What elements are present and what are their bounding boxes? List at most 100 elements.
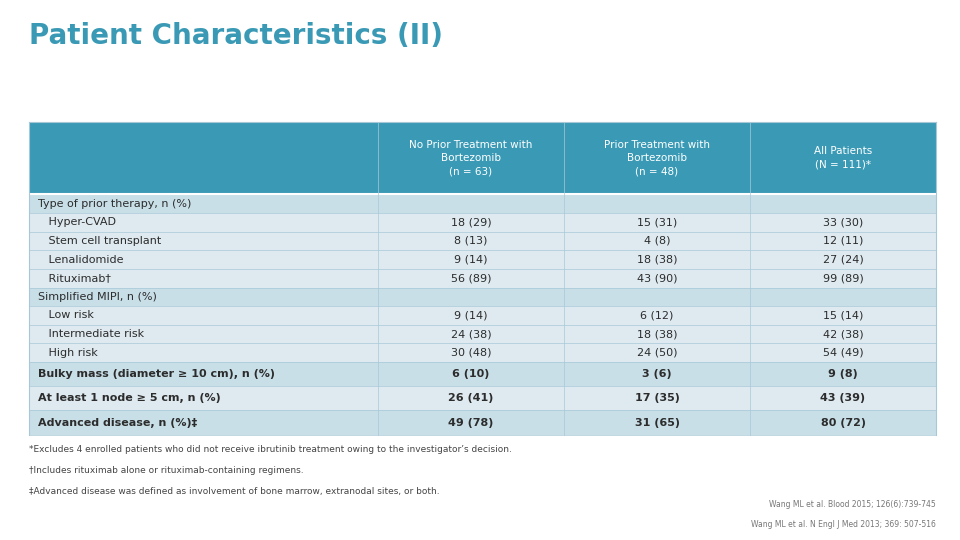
Text: Prior Treatment with
Bortezomib
(n = 48): Prior Treatment with Bortezomib (n = 48) — [604, 140, 710, 176]
FancyBboxPatch shape — [29, 213, 378, 232]
Text: High risk: High risk — [38, 348, 98, 357]
FancyBboxPatch shape — [378, 306, 564, 325]
Text: 18 (38): 18 (38) — [636, 254, 678, 265]
Text: 43 (39): 43 (39) — [821, 393, 866, 403]
Text: 24 (50): 24 (50) — [636, 348, 678, 357]
FancyBboxPatch shape — [750, 194, 936, 213]
Text: Patient Characteristics (II): Patient Characteristics (II) — [29, 22, 443, 50]
Text: Low risk: Low risk — [38, 310, 94, 320]
FancyBboxPatch shape — [29, 287, 378, 306]
FancyBboxPatch shape — [750, 269, 936, 287]
FancyBboxPatch shape — [378, 122, 564, 194]
FancyBboxPatch shape — [750, 122, 936, 194]
FancyBboxPatch shape — [564, 287, 750, 306]
FancyBboxPatch shape — [29, 325, 378, 343]
FancyBboxPatch shape — [564, 269, 750, 287]
FancyBboxPatch shape — [564, 122, 750, 194]
Text: 6 (10): 6 (10) — [452, 369, 490, 379]
Text: No Prior Treatment with
Bortezomib
(n = 63): No Prior Treatment with Bortezomib (n = … — [409, 140, 533, 176]
Text: Bulky mass (diameter ≥ 10 cm), n (%): Bulky mass (diameter ≥ 10 cm), n (%) — [38, 369, 276, 379]
FancyBboxPatch shape — [378, 325, 564, 343]
FancyBboxPatch shape — [378, 287, 564, 306]
FancyBboxPatch shape — [378, 250, 564, 269]
FancyBboxPatch shape — [750, 306, 936, 325]
Text: Intermediate risk: Intermediate risk — [38, 329, 145, 339]
Text: †Includes rituximab alone or rituximab-containing regimens.: †Includes rituximab alone or rituximab-c… — [29, 466, 303, 475]
FancyBboxPatch shape — [750, 410, 936, 435]
FancyBboxPatch shape — [29, 194, 378, 213]
Text: All Patients
(N = 111)*: All Patients (N = 111)* — [814, 146, 872, 170]
FancyBboxPatch shape — [564, 325, 750, 343]
FancyBboxPatch shape — [29, 410, 378, 435]
Text: 9 (14): 9 (14) — [454, 310, 488, 320]
FancyBboxPatch shape — [378, 386, 564, 410]
Text: 12 (11): 12 (11) — [823, 236, 863, 246]
Text: 24 (38): 24 (38) — [451, 329, 492, 339]
Text: 18 (29): 18 (29) — [451, 217, 492, 227]
FancyBboxPatch shape — [564, 343, 750, 362]
FancyBboxPatch shape — [378, 232, 564, 250]
Text: 17 (35): 17 (35) — [635, 393, 680, 403]
Text: Lenalidomide: Lenalidomide — [38, 254, 124, 265]
FancyBboxPatch shape — [29, 362, 378, 386]
Text: 49 (78): 49 (78) — [448, 417, 493, 428]
FancyBboxPatch shape — [564, 250, 750, 269]
FancyBboxPatch shape — [564, 194, 750, 213]
FancyBboxPatch shape — [750, 287, 936, 306]
Text: 80 (72): 80 (72) — [821, 417, 866, 428]
Text: Rituximab†: Rituximab† — [38, 273, 111, 283]
FancyBboxPatch shape — [378, 194, 564, 213]
Text: 42 (38): 42 (38) — [823, 329, 863, 339]
FancyBboxPatch shape — [750, 343, 936, 362]
FancyBboxPatch shape — [750, 325, 936, 343]
FancyBboxPatch shape — [750, 232, 936, 250]
Text: Advanced disease, n (%)‡: Advanced disease, n (%)‡ — [38, 417, 198, 428]
Text: 56 (89): 56 (89) — [451, 273, 492, 283]
Text: 99 (89): 99 (89) — [823, 273, 863, 283]
FancyBboxPatch shape — [378, 410, 564, 435]
Text: ‡Advanced disease was defined as involvement of bone marrow, extranodal sites, o: ‡Advanced disease was defined as involve… — [29, 487, 440, 496]
Text: 30 (48): 30 (48) — [451, 348, 492, 357]
Text: 9 (8): 9 (8) — [828, 369, 858, 379]
FancyBboxPatch shape — [750, 386, 936, 410]
FancyBboxPatch shape — [29, 306, 378, 325]
Text: Wang ML et al. N Engl J Med 2013; 369: 507-516: Wang ML et al. N Engl J Med 2013; 369: 5… — [751, 520, 936, 529]
Text: 27 (24): 27 (24) — [823, 254, 863, 265]
FancyBboxPatch shape — [750, 213, 936, 232]
FancyBboxPatch shape — [29, 250, 378, 269]
Text: 18 (38): 18 (38) — [636, 329, 678, 339]
FancyBboxPatch shape — [29, 232, 378, 250]
Text: Stem cell transplant: Stem cell transplant — [38, 236, 161, 246]
Text: At least 1 node ≥ 5 cm, n (%): At least 1 node ≥ 5 cm, n (%) — [38, 393, 221, 403]
FancyBboxPatch shape — [378, 343, 564, 362]
FancyBboxPatch shape — [378, 213, 564, 232]
Text: 8 (13): 8 (13) — [454, 236, 488, 246]
FancyBboxPatch shape — [564, 410, 750, 435]
Text: Hyper-CVAD: Hyper-CVAD — [38, 217, 116, 227]
Text: 54 (49): 54 (49) — [823, 348, 863, 357]
FancyBboxPatch shape — [29, 343, 378, 362]
FancyBboxPatch shape — [564, 362, 750, 386]
Text: 26 (41): 26 (41) — [448, 393, 493, 403]
FancyBboxPatch shape — [564, 232, 750, 250]
FancyBboxPatch shape — [564, 386, 750, 410]
Text: *Excludes 4 enrolled patients who did not receive ibrutinib treatment owing to t: *Excludes 4 enrolled patients who did no… — [29, 446, 512, 455]
Text: Wang ML et al. Blood 2015; 126(6):739-745: Wang ML et al. Blood 2015; 126(6):739-74… — [769, 500, 936, 509]
FancyBboxPatch shape — [750, 362, 936, 386]
Text: 33 (30): 33 (30) — [823, 217, 863, 227]
FancyBboxPatch shape — [378, 269, 564, 287]
FancyBboxPatch shape — [29, 269, 378, 287]
FancyBboxPatch shape — [378, 362, 564, 386]
Text: Type of prior therapy, n (%): Type of prior therapy, n (%) — [38, 199, 192, 209]
Text: 4 (8): 4 (8) — [644, 236, 670, 246]
FancyBboxPatch shape — [564, 213, 750, 232]
FancyBboxPatch shape — [564, 306, 750, 325]
FancyBboxPatch shape — [29, 386, 378, 410]
Text: 3 (6): 3 (6) — [642, 369, 672, 379]
FancyBboxPatch shape — [750, 250, 936, 269]
Text: 15 (31): 15 (31) — [636, 217, 677, 227]
Text: Simplified MIPI, n (%): Simplified MIPI, n (%) — [38, 292, 157, 302]
Text: 43 (90): 43 (90) — [636, 273, 678, 283]
FancyBboxPatch shape — [29, 122, 378, 194]
Text: 15 (14): 15 (14) — [823, 310, 863, 320]
